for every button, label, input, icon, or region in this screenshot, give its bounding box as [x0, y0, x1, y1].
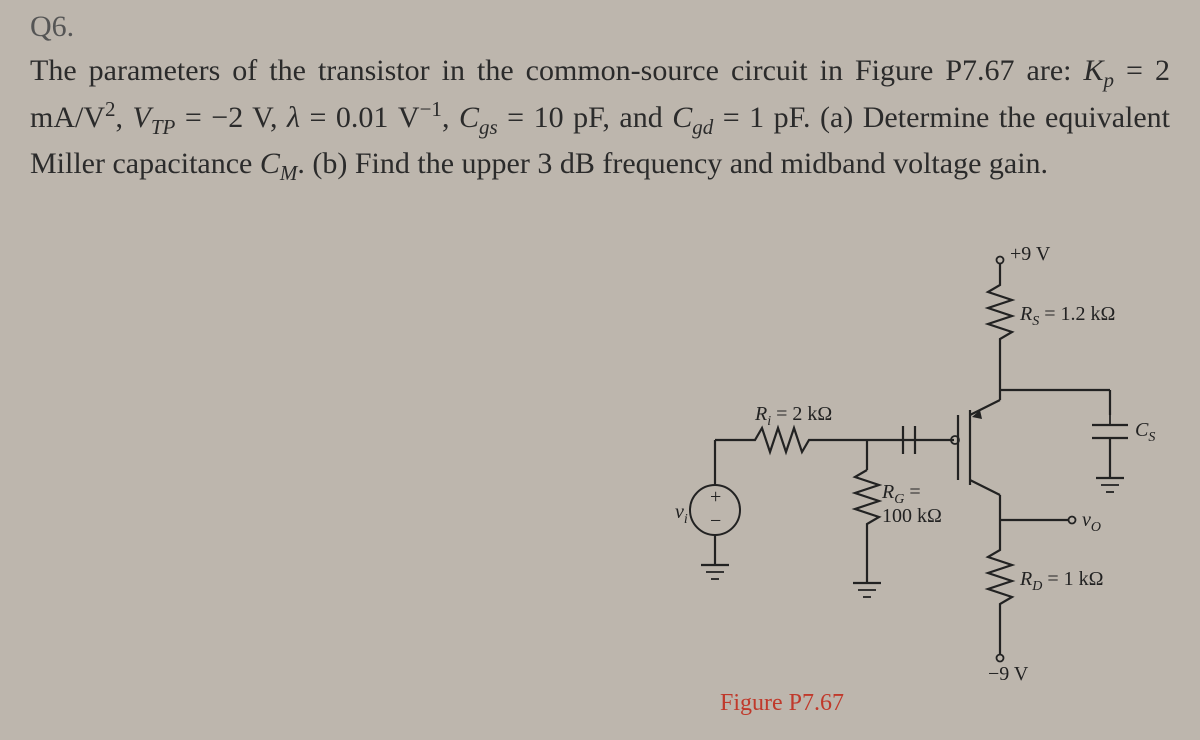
vo-node-icon [1069, 517, 1076, 524]
resistor-rg: RG = 100 kΩ [855, 440, 942, 570]
resistor-rs: RS = 1.2 kΩ [988, 275, 1115, 355]
vdd-node-icon [997, 257, 1004, 264]
vss-label: −9 V [988, 663, 1029, 685]
resistor-ri: Ri = 2 kΩ [740, 403, 840, 452]
ground-rg-icon [853, 570, 881, 597]
capacitor-cs: CS [1092, 415, 1155, 465]
svg-text:100 kΩ: 100 kΩ [882, 505, 942, 527]
svg-text:CS: CS [1135, 419, 1155, 445]
ground-cs-icon [1096, 465, 1124, 492]
question-number: Q6. [30, 10, 1170, 44]
problem-statement: The parameters of the transistor in the … [30, 48, 1170, 188]
vo-label: vO [1082, 509, 1101, 535]
figure-caption: Figure P7.67 [720, 690, 844, 717]
vdd-label: +9 V [1010, 243, 1051, 265]
pmos-transistor-icon [920, 400, 1000, 495]
svg-text:−: − [710, 510, 721, 532]
svg-text:RG =: RG = [881, 481, 921, 507]
svg-text:vi: vi [675, 501, 688, 527]
voltage-source-vi-icon: + − vi [675, 485, 740, 535]
svg-text:+: + [710, 486, 721, 508]
svg-text:Ri = 2 kΩ: Ri = 2 kΩ [754, 403, 832, 429]
vss-node-icon [997, 655, 1004, 662]
ground-src-icon [701, 565, 729, 579]
resistor-rd: RD = 1 kΩ [988, 540, 1104, 620]
circuit-figure: +9 V RS = 1.2 kΩ CS [620, 230, 1180, 710]
svg-text:RS = 1.2 kΩ: RS = 1.2 kΩ [1019, 303, 1115, 329]
svg-text:RD = 1 kΩ: RD = 1 kΩ [1019, 568, 1104, 594]
